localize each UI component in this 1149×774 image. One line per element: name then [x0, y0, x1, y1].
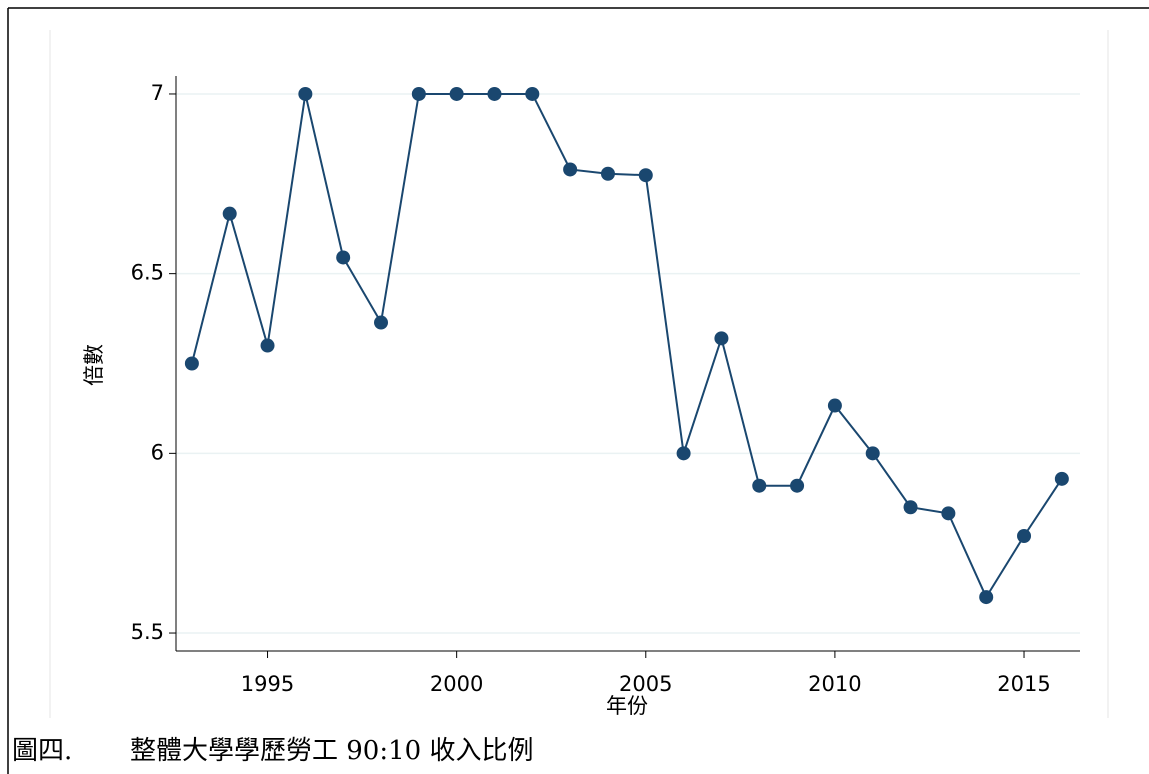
marker	[903, 500, 918, 515]
marker	[1054, 471, 1069, 486]
marker	[222, 206, 237, 221]
x-tick-label: 2010	[808, 672, 861, 696]
caption-text: 整體大學學歷勞工 90:10 收入比例	[130, 736, 533, 766]
y-axis-title: 倍數	[82, 344, 106, 386]
marker	[374, 315, 389, 330]
x-tick-label: 2015	[997, 672, 1050, 696]
marker	[714, 331, 729, 346]
marker	[752, 478, 767, 493]
x-tick-label: 2000	[430, 672, 483, 696]
marker	[676, 446, 691, 461]
marker	[411, 86, 426, 101]
marker	[487, 86, 502, 101]
marker	[449, 86, 464, 101]
marker	[600, 166, 615, 181]
marker	[790, 478, 805, 493]
y-tick-label: 7	[151, 81, 164, 105]
series-line	[190, 92, 1063, 600]
plot-area: 5.5 6 6.5 7 1995 2000 2005 2010 2015	[131, 76, 1080, 696]
marker	[1017, 529, 1032, 543]
caption-label: 圖四.	[12, 736, 72, 766]
marker	[638, 168, 653, 183]
marker	[563, 162, 578, 177]
x-tick-label: 2005	[619, 672, 672, 696]
marker	[979, 590, 994, 605]
marker	[941, 506, 956, 521]
y-tick-label: 6.5	[131, 261, 164, 285]
marker	[298, 86, 313, 101]
marker	[865, 446, 880, 461]
x-tick-label: 1995	[241, 672, 294, 696]
y-tick-label: 5.5	[131, 620, 164, 644]
marker	[827, 398, 842, 413]
marker	[336, 250, 351, 265]
marker	[184, 356, 199, 371]
marker	[525, 86, 540, 101]
x-axis-title: 年份	[606, 694, 648, 718]
y-tick-label: 6	[151, 440, 164, 464]
marker	[260, 338, 275, 353]
